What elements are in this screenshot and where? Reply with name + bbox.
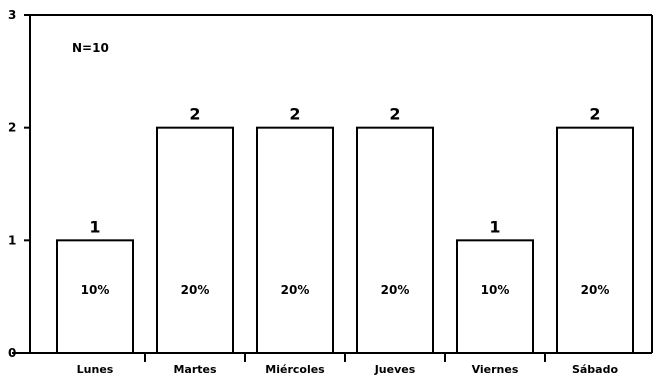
bar-value-label: 2	[189, 105, 200, 124]
bar-percent-label: 20%	[181, 283, 210, 297]
y-tick-label: 3	[8, 8, 16, 22]
bar-value-label: 1	[89, 217, 100, 236]
x-tick-label: Jueves	[374, 363, 416, 376]
x-tick-label: Martes	[173, 363, 217, 376]
x-tick-label: Miércoles	[265, 363, 325, 376]
x-axis-ticks: Lunes Martes Miércoles Jueves Viernes Sábado	[77, 353, 619, 376]
x-tick-label: Lunes	[77, 363, 114, 376]
bar-percent-label: 20%	[381, 283, 410, 297]
bar	[56, 239, 134, 354]
x-tick-label: Sábado	[572, 363, 619, 376]
bar-percent-label: 20%	[581, 283, 610, 297]
bar-percent-label: 10%	[481, 283, 510, 297]
sample-size-annotation: N=10	[72, 41, 109, 55]
y-axis-ticks: 0 1 2 3	[8, 8, 30, 360]
bar-percent-label: 20%	[281, 283, 310, 297]
bar	[556, 126, 634, 354]
bar	[156, 126, 234, 354]
bar-value-label: 2	[289, 105, 300, 124]
y-tick-label: 0	[8, 346, 16, 360]
bar-percent-label: 10%	[81, 283, 110, 297]
y-tick-label: 2	[8, 121, 16, 135]
bar	[256, 126, 334, 354]
y-tick-label: 1	[8, 233, 16, 247]
x-tick-label: Viernes	[472, 363, 519, 376]
bar-value-label: 1	[489, 217, 500, 236]
bar-value-label: 2	[389, 105, 400, 124]
bar-value-label: 2	[589, 105, 600, 124]
bar	[356, 126, 434, 354]
bars: 1 10% 2 20% 2 20% 2 20% 1 10% 2 20%	[56, 105, 634, 354]
bar	[456, 239, 534, 354]
